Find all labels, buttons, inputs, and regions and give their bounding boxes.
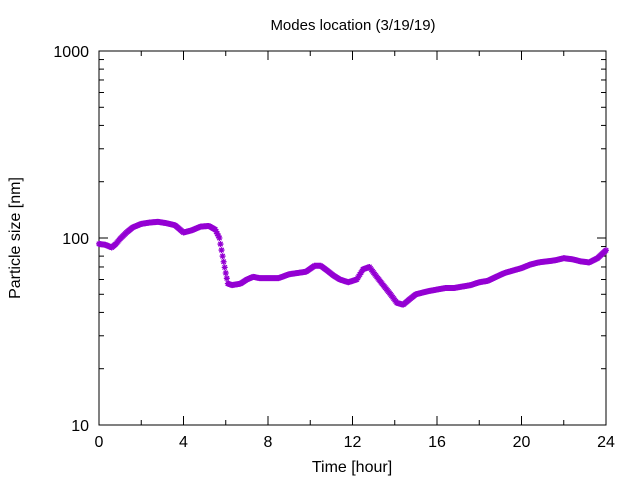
plot-frame	[98, 50, 607, 426]
x-tick-label: 20	[513, 434, 531, 451]
x-axis-label: Time [hour]	[312, 459, 392, 476]
x-tick-label: 4	[179, 434, 188, 451]
x-tick-label: 0	[95, 434, 104, 451]
x-tick-labels: 0 4 8 12 16 20 24	[95, 434, 615, 451]
chart-title: Modes location (3/19/19)	[270, 17, 435, 34]
y-tick-label: 10	[71, 418, 89, 435]
x-tick-label: 16	[428, 434, 446, 451]
data-point	[213, 228, 220, 235]
y-tick-label: 1000	[53, 44, 89, 61]
data-point	[216, 235, 223, 241]
data-point	[215, 232, 222, 239]
data-point	[217, 241, 224, 248]
x-tick-label: 24	[597, 434, 615, 451]
data-series	[96, 218, 609, 308]
data-point	[218, 247, 225, 254]
data-point	[221, 264, 228, 271]
data-point	[214, 230, 221, 237]
axis-ticks	[98, 50, 607, 426]
data-point	[223, 275, 230, 282]
data-point	[219, 253, 226, 260]
data-point	[603, 247, 609, 254]
y-tick-label: 100	[62, 231, 89, 248]
y-axis-label: Particle size [nm]	[7, 177, 24, 299]
x-tick-label: 8	[264, 434, 273, 451]
data-point	[220, 258, 227, 265]
data-point	[222, 269, 229, 276]
y-tick-labels: 10 100 1000	[53, 44, 89, 435]
data-point	[212, 226, 219, 233]
x-tick-label: 12	[344, 434, 362, 451]
